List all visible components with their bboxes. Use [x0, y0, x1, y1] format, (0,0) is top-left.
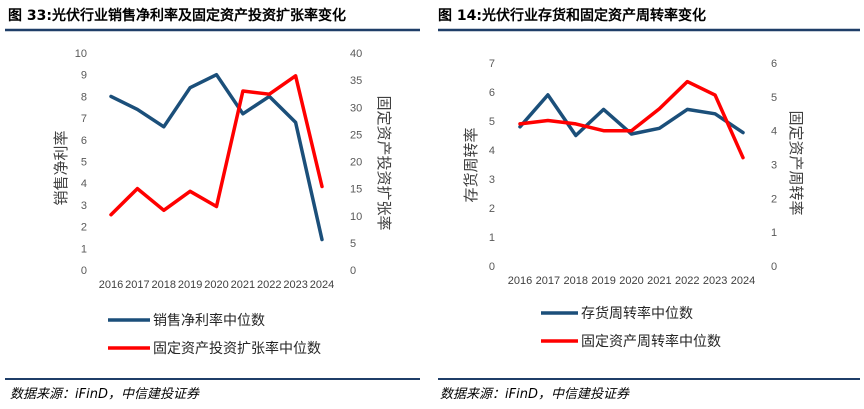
- left-chart-xtick: 2017: [125, 279, 149, 291]
- left-chart-ytick: 0: [81, 265, 87, 277]
- left-chart-ytick: 6: [81, 135, 87, 147]
- right-chart-series-line-1: [518, 79, 745, 160]
- left-chart-ytick: 9: [81, 70, 87, 82]
- right-chart-ytick: 2: [489, 203, 495, 215]
- chart-title-right: 图 14:光伏行业存货和固定资产周转率变化: [438, 7, 706, 24]
- left-chart-ytick: 3: [81, 200, 87, 212]
- legend-label-capex-growth: 固定资产投资扩张率中位数: [153, 340, 321, 357]
- right-chart-y2tick: 0: [771, 261, 777, 273]
- left-chart-ytick: 8: [81, 91, 87, 103]
- right-chart-ytick: 1: [489, 232, 495, 244]
- right-chart-ytick: 7: [489, 58, 495, 70]
- left-chart-xtick: 2018: [152, 279, 176, 291]
- right-chart-xtick: 2024: [731, 275, 755, 287]
- left-chart-y2tick: 15: [350, 184, 362, 196]
- right-chart-ylabel: 存货周转率: [462, 127, 480, 202]
- legend-label-net-margin: 销售净利率中位数: [153, 312, 265, 329]
- left-chart-y2label: 固定资产投资扩张率: [375, 95, 393, 230]
- left-chart-series-line-1: [109, 74, 324, 217]
- right-chart-ytick: 6: [489, 87, 495, 99]
- source-note-right: 数据来源：iFinD，中信建投证券: [440, 387, 630, 402]
- left-chart-y2tick: 0: [350, 265, 356, 277]
- right-chart-ytick: 4: [489, 145, 495, 157]
- left-chart-ytick: 5: [81, 157, 87, 169]
- legend-label-inventory-turnover: 存货周转率中位数: [581, 305, 693, 322]
- left-chart-y2tick: 40: [350, 48, 362, 60]
- right-chart-y2tick: 6: [771, 58, 777, 70]
- left-chart-ytick: 4: [81, 178, 87, 190]
- right-chart-y2tick: 2: [771, 193, 777, 205]
- right-chart-y2label: 固定资产周转率: [787, 110, 805, 215]
- left-chart-y2tick: 20: [350, 157, 362, 169]
- chart-title-left: 图 33:光伏行业销售净利率及固定资产投资扩张率变化: [8, 7, 346, 24]
- left-chart-y2tick: 35: [350, 75, 362, 87]
- right-chart-xtick: 2018: [564, 275, 588, 287]
- left-chart-ytick: 1: [81, 243, 87, 255]
- left-chart-ylabel: 销售净利率: [52, 130, 70, 205]
- right-chart-y2tick: 3: [771, 160, 777, 172]
- left-chart-series-line-0: [109, 72, 324, 242]
- right-chart-y2tick: 5: [771, 92, 777, 104]
- source-note-left: 数据来源：iFinD，中信建投证券: [10, 387, 200, 402]
- left-chart-y2tick: 5: [350, 238, 356, 250]
- right-chart-ytick: 0: [489, 261, 495, 273]
- right-chart-xtick: 2017: [536, 275, 560, 287]
- left-chart-xtick: 2024: [310, 279, 334, 291]
- left-chart-xtick: 2023: [283, 279, 307, 291]
- left-chart-xtick: 2022: [257, 279, 281, 291]
- right-chart-ytick: 5: [489, 116, 495, 128]
- left-chart-ytick: 10: [75, 48, 87, 60]
- legend-label-fixed-asset-turnover: 固定资产周转率中位数: [581, 333, 721, 350]
- right-chart-xtick: 2023: [703, 275, 727, 287]
- left-chart-xtick: 2019: [178, 279, 202, 291]
- right-chart-xtick: 2019: [591, 275, 615, 287]
- left-chart-ytick: 7: [81, 113, 87, 125]
- left-chart-xtick: 2016: [99, 279, 123, 291]
- left-chart-y2tick: 30: [350, 102, 362, 114]
- left-chart-ytick: 2: [81, 222, 87, 234]
- right-chart-xtick: 2020: [619, 275, 643, 287]
- right-chart-xtick: 2021: [647, 275, 671, 287]
- right-chart-xtick: 2016: [508, 275, 532, 287]
- left-chart-xtick: 2021: [231, 279, 255, 291]
- left-chart-y2tick: 10: [350, 211, 362, 223]
- right-chart-ytick: 3: [489, 174, 495, 186]
- left-chart-xtick: 2020: [204, 279, 228, 291]
- left-chart-y2tick: 25: [350, 129, 362, 141]
- right-chart-y2tick: 4: [771, 126, 777, 138]
- right-chart-xtick: 2022: [675, 275, 699, 287]
- right-chart-y2tick: 1: [771, 227, 777, 239]
